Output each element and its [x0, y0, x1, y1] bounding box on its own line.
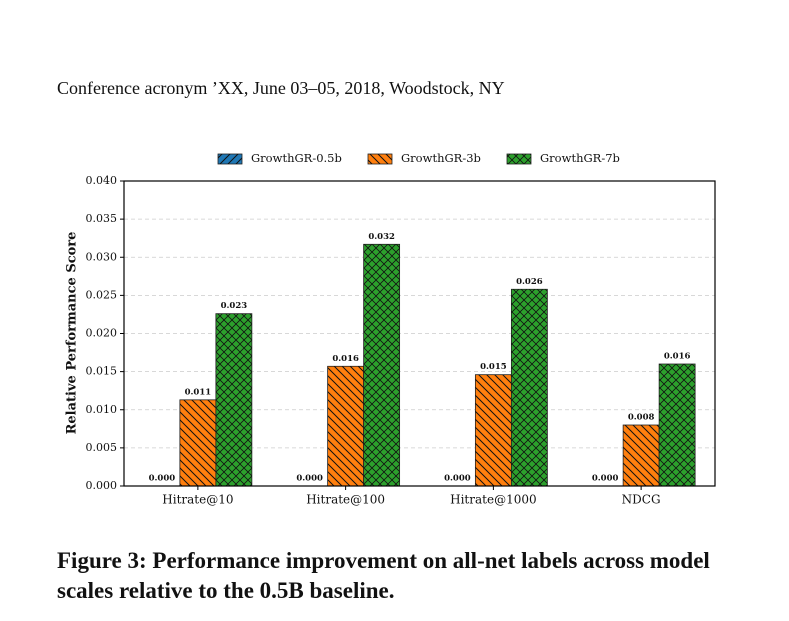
value-label: 0.032: [368, 232, 395, 242]
value-label: 0.016: [332, 354, 359, 364]
x-tick-label: Hitrate@1000: [450, 493, 536, 507]
value-label: 0.026: [516, 277, 543, 287]
bar-group: [474, 374, 512, 487]
y-axis-label: Relative Performance Score: [65, 232, 80, 435]
y-tick-label: 0.040: [86, 174, 118, 187]
value-label: 0.023: [221, 301, 248, 311]
bar-hatch: [179, 399, 216, 486]
value-label: 0.011: [185, 387, 212, 397]
bar-group: [363, 243, 401, 487]
y-tick-label: 0.005: [86, 441, 118, 454]
legend-label: GrowthGR-0.5b: [251, 151, 342, 165]
bar-group: [658, 363, 696, 487]
chart: Relative Performance Score 0.000 0.005 0.0…: [65, 151, 716, 507]
y-tick-label: 0.030: [86, 250, 118, 263]
value-label: 0.000: [149, 474, 176, 484]
bar-hatch: [475, 374, 512, 486]
bar-group: [622, 424, 660, 487]
bar-group: [179, 399, 217, 487]
value-label: 0.000: [592, 474, 619, 484]
value-label: 0.008: [628, 413, 655, 423]
y-tick-label: 0.000: [86, 479, 118, 492]
legend-hatch: [218, 154, 242, 164]
x-tick-label: NDCG: [622, 493, 661, 507]
bar-hatch: [511, 289, 548, 486]
bar-hatch: [659, 364, 696, 486]
x-tick-label: Hitrate@10: [162, 493, 233, 507]
bar-group: [327, 365, 365, 487]
figure-caption: Figure 3: Performance improvement on all…: [57, 548, 710, 603]
legend-hatch: [368, 154, 392, 164]
legend-label: GrowthGR-3b: [401, 151, 481, 165]
running-header: Conference acronym ’XX, June 03–05, 2018…: [57, 78, 505, 98]
value-label: 0.015: [480, 362, 507, 372]
value-label: 0.000: [444, 474, 471, 484]
y-tick-label: 0.020: [86, 327, 118, 340]
y-tick-label: 0.025: [86, 288, 118, 301]
bar-hatch: [363, 244, 400, 486]
bar-hatch: [623, 425, 660, 486]
legend-label: GrowthGR-7b: [540, 151, 620, 165]
y-tick-label: 0.015: [86, 365, 118, 378]
bar-hatch: [327, 366, 364, 486]
bar-hatch: [215, 313, 252, 486]
y-tick-label: 0.010: [86, 403, 118, 416]
plot-frame: [123, 180, 716, 487]
legend-hatch: [507, 154, 531, 164]
bar-group: [510, 288, 548, 487]
bar-group: [215, 313, 253, 487]
value-label: 0.000: [296, 474, 323, 484]
y-tick-label: 0.035: [86, 212, 118, 225]
x-tick-label: Hitrate@100: [306, 493, 385, 507]
value-label: 0.016: [664, 352, 691, 362]
